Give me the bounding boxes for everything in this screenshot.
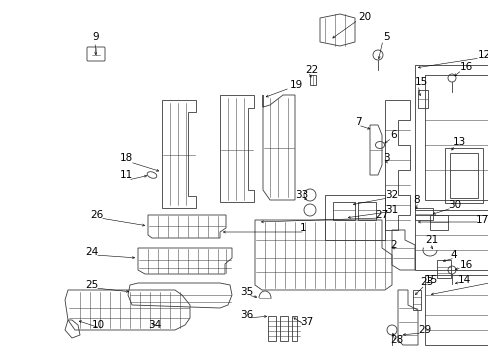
Text: 36: 36 bbox=[240, 310, 253, 320]
Text: 28: 28 bbox=[389, 335, 403, 345]
Text: 5: 5 bbox=[382, 32, 389, 42]
Text: 27: 27 bbox=[374, 210, 387, 220]
Text: 37: 37 bbox=[299, 317, 313, 327]
Text: 22: 22 bbox=[305, 65, 318, 75]
Text: 3: 3 bbox=[382, 153, 389, 163]
Text: 17: 17 bbox=[475, 215, 488, 225]
Text: 33: 33 bbox=[294, 190, 307, 200]
Text: 31: 31 bbox=[384, 205, 397, 215]
Text: 4: 4 bbox=[449, 250, 456, 260]
Text: 16: 16 bbox=[459, 260, 472, 270]
Text: 21: 21 bbox=[424, 235, 437, 245]
Text: 6: 6 bbox=[389, 130, 396, 140]
Text: 13: 13 bbox=[452, 137, 465, 147]
Text: 8: 8 bbox=[412, 195, 419, 205]
Text: 11: 11 bbox=[120, 170, 133, 180]
Text: 14: 14 bbox=[457, 275, 470, 285]
Text: 24: 24 bbox=[85, 247, 98, 257]
Text: 15: 15 bbox=[414, 77, 427, 87]
Text: 34: 34 bbox=[148, 320, 161, 330]
Text: 25: 25 bbox=[85, 280, 98, 290]
Text: 26: 26 bbox=[90, 210, 103, 220]
Text: 18: 18 bbox=[120, 153, 133, 163]
Text: 16: 16 bbox=[459, 62, 472, 72]
Text: 32: 32 bbox=[384, 190, 397, 200]
Text: 35: 35 bbox=[240, 287, 253, 297]
Text: 1: 1 bbox=[299, 223, 306, 233]
Text: 2: 2 bbox=[389, 240, 396, 250]
Text: 29: 29 bbox=[417, 325, 430, 335]
Text: 7: 7 bbox=[354, 117, 361, 127]
Text: 9: 9 bbox=[92, 32, 99, 42]
Text: 10: 10 bbox=[92, 320, 105, 330]
Text: 30: 30 bbox=[447, 200, 460, 210]
Text: 20: 20 bbox=[357, 12, 370, 22]
Text: 15: 15 bbox=[424, 275, 437, 285]
Text: 23: 23 bbox=[419, 277, 432, 287]
Text: 19: 19 bbox=[289, 80, 303, 90]
Text: 12: 12 bbox=[477, 50, 488, 60]
